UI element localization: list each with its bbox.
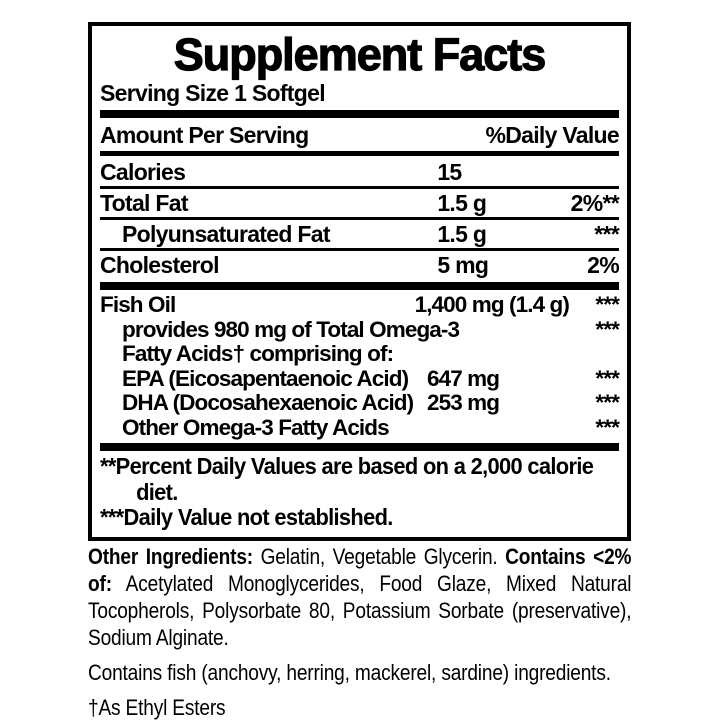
nutrient-name: Other Omega-3 Fatty Acids	[122, 414, 390, 440]
nutrient-name: Polyunsaturated Fat	[122, 221, 330, 247]
footnote-daily-values: **Percent Daily Values are based on a 2,…	[100, 453, 594, 505]
nutrient-row: Polyunsaturated Fat 1.5 g ***	[100, 220, 620, 248]
nutrient-row: Fish Oil 1,400 mg (1.4 g) ***	[100, 292, 620, 318]
other-ingredients: Other Ingredients: Gelatin, Vegetable Gl…	[88, 543, 632, 651]
nutrient-name: Fatty Acids† comprising of:	[122, 341, 394, 366]
nutrient-row: Fatty Acids† comprising of:	[100, 341, 619, 367]
nutrient-amount: 1,400 mg (1.4 g)	[414, 292, 570, 317]
column-header-daily-value: %Daily Value	[485, 122, 619, 148]
nutrient-name: provides 980 mg of Total Omega-3	[122, 316, 460, 342]
footnote-not-established: ***Daily Value not established.	[100, 504, 393, 530]
thin-rule	[100, 186, 619, 189]
contains-label: Contains <2% of:	[88, 544, 632, 596]
nutrient-daily-value: 2%	[587, 252, 620, 278]
serving-size: Serving Size 1 Softgel	[100, 80, 326, 106]
nutrient-daily-value: ***	[595, 414, 619, 440]
nutrient-amount: 15	[437, 159, 462, 185]
nutrient-daily-value: 2%**	[570, 190, 620, 216]
other-ingredients-label: Other Ingredients:	[88, 544, 253, 569]
nutrient-amount: 1.5 g	[437, 190, 487, 216]
nutrient-name: DHA (Docosahexaenoic Acid)	[122, 390, 414, 415]
thick-rule	[100, 443, 619, 451]
nutrient-row: provides 980 mg of Total Omega-3 ***	[100, 316, 620, 343]
footnotes: **Percent Daily Values are based on a 2,…	[100, 453, 624, 531]
nutrient-row: Total Fat 1.5 g 2%**	[100, 189, 620, 217]
nutrient-name: EPA (Eicosapentaenoic Acid)	[122, 365, 409, 391]
nutrient-daily-value: ***	[594, 221, 619, 247]
supplement-facts-panel: Supplement Facts Serving Size 1 Softgel …	[88, 22, 631, 541]
nutrient-row: Calories 15	[100, 158, 619, 186]
nutrient-name: Cholesterol	[100, 252, 220, 278]
spacer	[88, 686, 631, 694]
nutrient-row: EPA (Eicosapentaenoic Acid) 647 mg ***	[100, 365, 620, 392]
column-header-amount: Amount Per Serving	[100, 122, 309, 148]
nutrient-daily-value: ***	[595, 292, 619, 317]
nutrient-name: Total Fat	[100, 190, 189, 216]
thick-rule	[100, 110, 619, 118]
nutrient-daily-value: ***	[595, 365, 619, 391]
other-ingredients-text: Gelatin, Vegetable Glycerin.	[252, 544, 506, 569]
nutrient-row: Cholesterol 5 mg 2%	[100, 251, 620, 279]
nutrient-daily-value: ***	[595, 316, 619, 342]
nutrient-amount: 253 mg	[426, 390, 500, 415]
nutrient-amount: 647 mg	[426, 365, 500, 391]
contains-text: Acetylated Monoglycerides, Food Glaze, M…	[88, 571, 632, 650]
ethyl-esters-note: †As Ethyl Esters	[88, 695, 226, 720]
thin-rule	[100, 248, 619, 251]
nutrient-name: Fish Oil	[100, 292, 176, 317]
nutrient-amount: 5 mg	[437, 252, 489, 278]
column-header-row: Amount Per Serving %Daily Value	[100, 121, 620, 149]
panel-title: Supplement Facts	[173, 29, 547, 80]
thick-rule	[100, 282, 619, 290]
medium-rule	[100, 151, 619, 156]
nutrient-name: Calories	[100, 159, 186, 185]
nutrient-daily-value: ***	[595, 390, 619, 415]
fish-oil-section: Fish Oil 1,400 mg (1.4 g) *** provides 9…	[100, 292, 620, 441]
spacer	[88, 651, 631, 659]
nutrient-amount: 1.5 g	[437, 221, 487, 247]
allergen-statement: Contains fish (anchovy, herring, mackere…	[88, 660, 611, 685]
thin-rule	[100, 217, 619, 220]
below-panel-text: Other Ingredients: Gelatin, Vegetable Gl…	[88, 543, 632, 721]
nutrient-row: DHA (Docosahexaenoic Acid) 253 mg ***	[100, 390, 620, 416]
nutrient-row: Other Omega-3 Fatty Acids ***	[100, 414, 620, 441]
